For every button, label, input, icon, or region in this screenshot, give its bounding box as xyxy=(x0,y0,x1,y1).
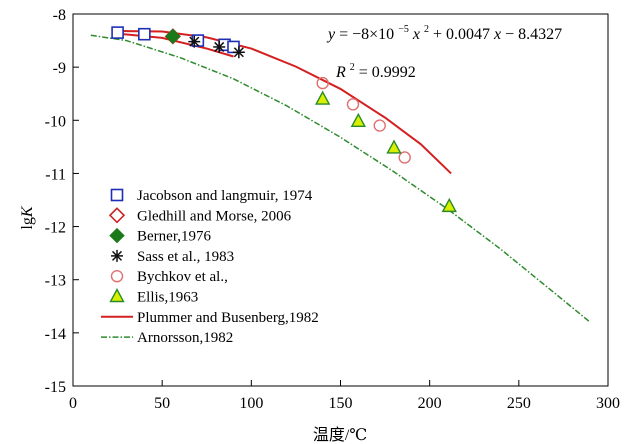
legend-swatch xyxy=(110,270,124,283)
r2-annotation: R 2 = 0.9992 xyxy=(335,57,416,81)
eq-exp-2: 2 xyxy=(424,24,429,35)
x-tick-label: 200 xyxy=(418,395,442,412)
series-3-point xyxy=(188,35,201,48)
series-3-point-stroke xyxy=(214,41,225,52)
x-tick-label: 50 xyxy=(154,395,170,412)
eq-exp-1: −5 xyxy=(398,24,409,35)
y-tick-label: -8 xyxy=(53,7,66,24)
r2-value: = 0.9992 xyxy=(359,64,416,81)
series-3-point-stroke xyxy=(189,36,200,47)
eq-part-3: − 8.4327 xyxy=(505,26,562,43)
legend-label: Sass et al., 1983 xyxy=(137,249,234,265)
x-tick-label: 250 xyxy=(507,395,531,412)
x-tick-label: 100 xyxy=(239,395,263,412)
legend-swatch xyxy=(109,288,125,303)
eq-part-1: = −8×10 xyxy=(339,26,394,43)
arnorsson-curve xyxy=(90,34,591,323)
r2-exp: 2 xyxy=(350,62,355,73)
series-3-point-stroke xyxy=(233,47,244,58)
axes: 0 50 100 150 200 250 300 -8 -9 -10 -11 -12 -13 -14 -15 xyxy=(45,7,620,412)
y-axis-title-main: lg xyxy=(19,217,36,229)
y-tick-label: -10 xyxy=(45,113,66,130)
series-layer xyxy=(90,26,591,323)
legend-label: Jacobson and langmuir, 1974 xyxy=(137,188,313,204)
eq-x-2: x xyxy=(493,26,501,43)
legend-swatch xyxy=(109,227,125,244)
x-tick-label: 0 xyxy=(69,395,77,412)
legend: Jacobson and langmuir, 1974 Gledhill and … xyxy=(101,188,319,346)
legend-label: Berner,1976 xyxy=(137,229,211,245)
eq-part-2: + 0.0047 xyxy=(433,26,490,43)
legend-label: Gledhill and Morse, 2006 xyxy=(137,208,292,224)
eq-y: y xyxy=(326,26,336,43)
equation-annotation: y = −8×10 −5 x 2 + 0.0047 x − 8.4327 xyxy=(326,19,562,43)
y-tick-label: -14 xyxy=(45,326,66,343)
y-tick-label: -12 xyxy=(45,220,66,237)
series-5-point xyxy=(386,139,402,154)
x-tick-label: 300 xyxy=(596,395,620,412)
series-4-point xyxy=(373,119,386,132)
x-tick-label: 150 xyxy=(329,395,353,412)
y-axis-title-italic: K xyxy=(19,205,36,218)
series-4-point xyxy=(346,98,360,111)
legend-label: Ellis,1963 xyxy=(137,290,198,306)
legend-swatch xyxy=(111,249,123,262)
series-0-point xyxy=(138,27,151,41)
r2-r: R xyxy=(335,64,346,81)
y-tick-label: -15 xyxy=(45,379,66,396)
legend-label: Bychkov et al., xyxy=(137,269,228,285)
series-5-point xyxy=(314,90,331,105)
series-3-point xyxy=(213,40,226,53)
legend-label: Arnorsson,1982 xyxy=(137,330,233,346)
y-tick-label: -11 xyxy=(45,166,66,183)
y-tick-label: -13 xyxy=(45,273,66,290)
series-2-point xyxy=(165,28,181,45)
eq-x-1: x xyxy=(412,26,420,43)
legend-swatch xyxy=(108,207,126,224)
series-5-point xyxy=(350,112,367,128)
series-4-point xyxy=(316,76,329,90)
legend-swatch-stroke xyxy=(111,250,123,261)
series-5-point xyxy=(441,197,457,213)
legend-label: Plummer and Busenberg,1982 xyxy=(137,310,319,326)
legend-swatch xyxy=(110,188,124,202)
series-4-point xyxy=(398,151,411,164)
y-axis-title: lgK xyxy=(19,205,36,229)
series-0-point xyxy=(111,26,124,39)
series-3-point xyxy=(232,46,245,59)
y-tick-label: -9 xyxy=(53,60,66,77)
plummer-curve-main xyxy=(117,30,452,175)
x-axis-title: 温度/℃ xyxy=(313,426,367,444)
